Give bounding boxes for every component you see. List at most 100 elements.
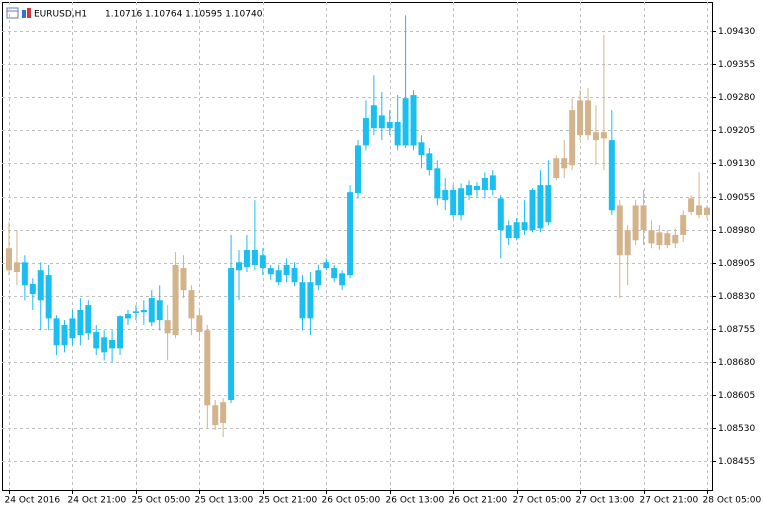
x-tick-label: 26 Oct 13:00: [386, 496, 445, 506]
candles: [6, 15, 710, 438]
candle-body: [77, 309, 84, 336]
y-tick-label: 1.08455: [718, 457, 755, 467]
candle-body: [132, 311, 139, 314]
x-tick-label: 27 Oct 13:00: [576, 496, 635, 506]
candle-body: [347, 192, 354, 276]
candle-body: [537, 185, 544, 229]
candle-body: [489, 175, 496, 190]
x-tick-label: 28 Oct 05:00: [703, 496, 762, 506]
y-tick-label: 1.09430: [718, 27, 755, 37]
candle-body: [442, 189, 449, 201]
candle-body: [473, 185, 480, 190]
candle-body: [608, 140, 615, 211]
candle-body: [426, 153, 433, 171]
candle-body: [85, 305, 92, 334]
y-tick-label: 1.09280: [718, 93, 755, 103]
candle-body: [331, 268, 338, 279]
candle-body: [117, 316, 124, 349]
candle-body: [672, 234, 679, 244]
y-tick-label: 1.08905: [718, 259, 755, 269]
candle-body: [69, 318, 76, 339]
candle-body: [632, 205, 639, 241]
candle-body: [402, 98, 409, 146]
x-tick-label: 25 Oct 05:00: [132, 496, 191, 506]
candle-body: [299, 282, 306, 319]
x-tick-label: 26 Oct 05:00: [322, 496, 381, 506]
y-tick-label: 1.09130: [718, 159, 755, 169]
candle-body: [521, 222, 528, 231]
candle-body: [362, 118, 369, 146]
candle-body: [545, 185, 552, 223]
candle-body: [101, 337, 108, 353]
candle-body: [140, 309, 147, 313]
candle-body: [481, 178, 488, 190]
candle-body: [6, 248, 12, 271]
y-tick-label: 1.09355: [718, 60, 755, 70]
candle-body: [458, 188, 465, 216]
candle-body: [569, 110, 576, 166]
candle-body: [164, 320, 171, 334]
candle-body: [664, 233, 671, 246]
candle-body: [410, 95, 417, 146]
candle-body: [196, 315, 203, 333]
candle-body: [13, 262, 20, 273]
candle-body: [220, 402, 227, 423]
candle-body: [656, 232, 663, 246]
y-tick-label: 1.08680: [718, 358, 755, 368]
candle-body: [180, 268, 187, 291]
candle-body: [37, 270, 44, 301]
x-tick-label: 27 Oct 05:00: [513, 496, 572, 506]
candle-body: [275, 270, 282, 283]
y-tick-label: 1.08980: [718, 226, 755, 236]
candle-body: [291, 268, 298, 283]
candle-body: [704, 207, 710, 216]
candle-body: [315, 270, 322, 286]
candle-body: [251, 249, 258, 265]
candle-body: [648, 230, 655, 244]
candle-body: [466, 185, 473, 196]
plot-frame: [2, 2, 713, 491]
y-tick-label: 1.08755: [718, 325, 755, 335]
x-tick-label: 24 Oct 2016: [5, 496, 61, 506]
x-tick-label: 27 Oct 21:00: [640, 496, 699, 506]
candle-body: [394, 122, 401, 146]
candle-body: [61, 324, 68, 346]
candle-body: [45, 275, 52, 319]
candle-body: [577, 100, 584, 136]
candle-body: [204, 330, 211, 406]
ohlc-text: 1.10716 1.10764 1.10595 1.10740: [105, 10, 263, 20]
candle-body: [339, 273, 346, 286]
candle-body: [450, 189, 457, 216]
candle-body: [93, 332, 100, 349]
candle-body: [109, 339, 116, 349]
candle-body: [624, 230, 631, 256]
candle-body: [513, 222, 520, 239]
candle-body: [148, 298, 155, 323]
candle-body: [386, 122, 393, 129]
candle-body: [212, 405, 219, 426]
candle-body: [434, 168, 441, 199]
candle-body: [29, 283, 36, 295]
x-tick-label: 24 Oct 21:00: [68, 496, 127, 506]
candle-body: [553, 158, 560, 179]
candle-body: [418, 142, 425, 156]
candle-body: [243, 249, 250, 268]
candle-body: [561, 158, 568, 169]
candle-body: [283, 264, 290, 276]
candle-body: [21, 262, 28, 286]
candle-body: [172, 264, 179, 336]
candle-body: [696, 205, 703, 216]
chart-title: EURUSD,H1: [34, 10, 87, 20]
x-tick-label: 25 Oct 13:00: [195, 496, 254, 506]
candle-body: [53, 318, 60, 346]
y-tick-label: 1.09055: [718, 193, 755, 203]
candle-body: [267, 268, 274, 275]
candle-body: [355, 145, 361, 194]
symbol-icon: [6, 7, 31, 19]
y-tick-label: 1.08605: [718, 391, 755, 401]
candle-body: [585, 100, 592, 136]
candle-body: [680, 215, 687, 235]
candle-body: [370, 105, 377, 129]
x-tick-label: 26 Oct 21:00: [449, 496, 508, 506]
